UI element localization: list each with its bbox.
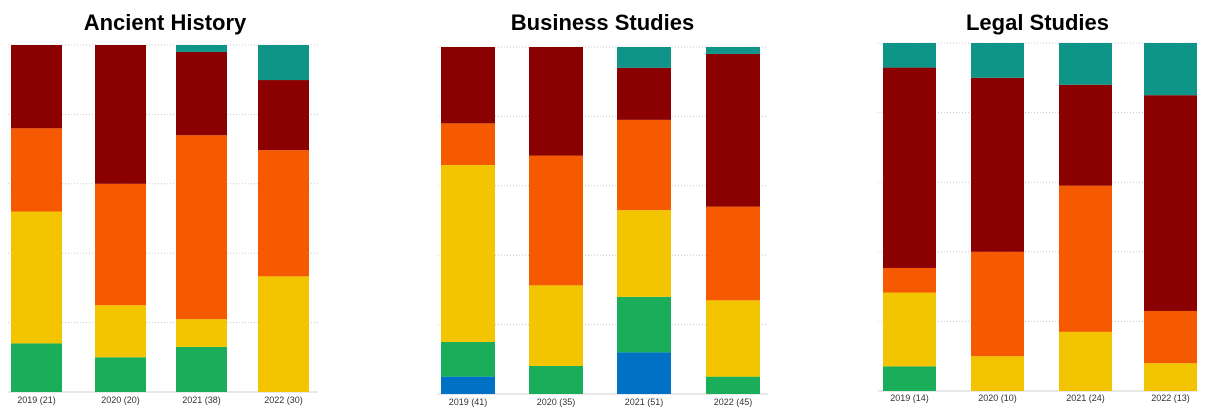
- bar-segment-level5: [706, 53, 760, 207]
- bar-segment-level3: [258, 276, 309, 392]
- bar-segment-level4: [883, 267, 936, 293]
- bar-segment-level5: [176, 51, 227, 136]
- x-tick-label: 2020 (20): [101, 395, 140, 405]
- chart-svg: 2019 (41) 2020 (35) 2021 (51) 2022 (45): [438, 46, 768, 407]
- bar-segment-level2: [176, 346, 227, 392]
- bar-segment-level4: [617, 119, 671, 211]
- bar-segment-level3: [441, 164, 495, 342]
- x-tick-label: 2019 (41): [449, 397, 488, 407]
- bar-segment-level5: [529, 47, 583, 156]
- bar-segment-level2: [706, 376, 760, 394]
- bar-segment-level5: [883, 67, 936, 268]
- bar-segment-level3: [95, 305, 146, 358]
- bar-segment-level1: [441, 376, 495, 394]
- bar-segment-level4: [258, 150, 309, 277]
- bar-segment-level3: [1059, 331, 1112, 391]
- bar-segment-level5: [258, 80, 309, 151]
- bar-segment-level3: [971, 356, 1024, 391]
- x-tick-label: 2021 (51): [625, 397, 664, 407]
- bar-segment-level2: [441, 341, 495, 377]
- bar-segment-level2: [529, 365, 583, 394]
- bar-segment-level5: [1059, 84, 1112, 186]
- x-tick-label: 2021 (38): [182, 395, 221, 405]
- bar-segment-level6: [258, 45, 309, 81]
- x-tick-label: 2020 (35): [537, 397, 576, 407]
- bar-segment-level4: [1144, 310, 1197, 364]
- chart-svg: 2019 (14) 2020 (10) 2021 (24) 2022 (13): [878, 42, 1198, 403]
- bar-segment-level5: [1144, 95, 1197, 311]
- chart-panel-business-studies: Business Studies 2019 (41) 2020 (35) 2021 …: [430, 0, 775, 408]
- bar-segment-level4: [176, 135, 227, 320]
- chart-panel-ancient-history: Ancient History 2019 (21) 2020 (20) 2021 (…: [0, 0, 330, 408]
- x-tick-label: 2020 (10): [978, 393, 1017, 403]
- bar-segment-level5: [971, 77, 1024, 252]
- bar-segment-level6: [971, 43, 1024, 78]
- bar-segment-level2: [617, 296, 671, 353]
- bar-segment-level6: [883, 43, 936, 68]
- bar-segment-level4: [441, 123, 495, 165]
- bar-segment-level3: [617, 210, 671, 297]
- bar-segment-level2: [11, 343, 62, 392]
- x-tick-label: 2019 (21): [17, 395, 56, 405]
- bar-segment-level5: [617, 67, 671, 120]
- bar-segment-level3: [529, 285, 583, 366]
- bar-segment-level5: [95, 45, 146, 184]
- bar-segment-level6: [1059, 43, 1112, 85]
- bar-segment-level6: [1144, 43, 1197, 96]
- bar-segment-level6: [617, 47, 671, 68]
- bar-segment-level6: [706, 47, 760, 54]
- bar-segment-level4: [11, 128, 62, 212]
- bar-segment-level2: [883, 366, 936, 391]
- bar-segment-level4: [529, 155, 583, 286]
- bar-segment-level3: [11, 211, 62, 344]
- bar-segment-level3: [1144, 363, 1197, 391]
- bar-segment-level6: [176, 45, 227, 52]
- bar-segment-level3: [176, 319, 227, 347]
- chart-svg: 2019 (21) 2020 (20) 2021 (38) 2022 (30): [8, 44, 318, 405]
- chart-title: Legal Studies: [965, 10, 1110, 35]
- bar-segment-level4: [706, 206, 760, 301]
- chart-title: Business Studies: [510, 10, 695, 35]
- bar-segment-level4: [971, 251, 1024, 357]
- bar-segment-level5: [11, 45, 62, 129]
- bar-segment-level3: [883, 292, 936, 367]
- chart-title: Ancient History: [83, 10, 247, 35]
- x-tick-label: 2022 (13): [1151, 393, 1190, 403]
- chart-panel-legal-studies: Legal Studies 2019 (14) 2020 (10) 2021 (24…: [870, 0, 1205, 408]
- x-tick-label: 2022 (45): [714, 397, 753, 407]
- x-tick-label: 2019 (14): [890, 393, 929, 403]
- bar-segment-level3: [706, 300, 760, 377]
- bar-segment-level4: [95, 183, 146, 306]
- bar-segment-level1: [617, 352, 671, 394]
- bar-segment-level4: [1059, 185, 1112, 332]
- x-tick-label: 2022 (30): [264, 395, 303, 405]
- x-tick-label: 2021 (24): [1066, 393, 1105, 403]
- bar-segment-level5: [441, 47, 495, 124]
- bar-segment-level2: [95, 357, 146, 392]
